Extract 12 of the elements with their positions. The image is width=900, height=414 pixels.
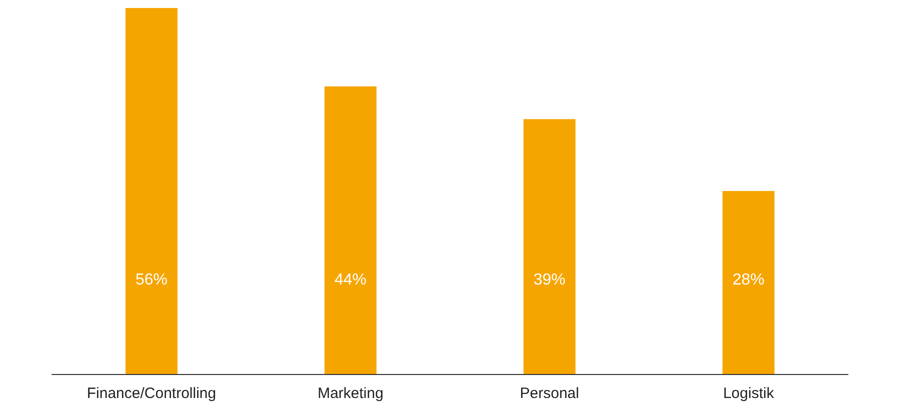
bar	[126, 8, 178, 374]
bar	[722, 191, 774, 374]
x-tick-label: Marketing	[318, 385, 384, 402]
data-label: 56%	[135, 272, 168, 288]
data-label: 44%	[334, 272, 367, 288]
bar	[324, 86, 376, 374]
bar	[524, 119, 576, 374]
x-tick-label: Finance/Controlling	[86, 385, 216, 402]
data-label: 39%	[533, 272, 566, 288]
x-tick-label: Logistik	[723, 385, 774, 402]
x-tick-label: Personal	[520, 385, 580, 402]
data-label: 28%	[732, 272, 765, 288]
